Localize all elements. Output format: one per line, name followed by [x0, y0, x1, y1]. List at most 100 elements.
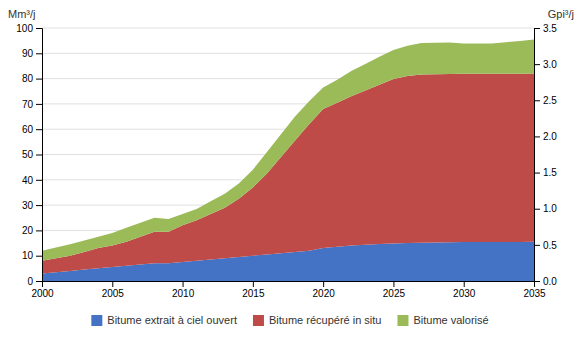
tick-label: 1.5 [543, 167, 557, 178]
tick: 2.0 [534, 131, 557, 142]
tick: 0.5 [534, 240, 557, 251]
axis-line [535, 29, 541, 282]
tick-label: 100 [16, 23, 33, 34]
legend-item: Bitume extrait à ciel ouvert [91, 314, 237, 326]
tick-label: 10 [22, 250, 34, 261]
tick-label: 50 [22, 149, 34, 160]
axis-line [43, 282, 535, 288]
tick-mark [36, 79, 42, 80]
tick-mark [323, 281, 324, 287]
tick: 3.5 [534, 23, 557, 34]
legend-item: Bitume valorisé [397, 314, 488, 326]
tick: 2010 [172, 281, 195, 299]
tick: 60 [22, 124, 42, 135]
tick-label: 2015 [242, 288, 265, 299]
tick: 100 [16, 23, 42, 34]
tick-mark [534, 173, 540, 174]
x-axis: 2000 2005 2010 2015 2020 2025 2030 2035 [31, 281, 546, 299]
legend: Bitume extrait à ciel ouvert Bitume récup… [91, 314, 488, 326]
tick: 80 [22, 73, 42, 84]
tick: 3.0 [534, 59, 557, 70]
tick-label: 2005 [102, 288, 125, 299]
tick-mark [253, 281, 254, 287]
tick-mark [534, 100, 540, 101]
tick: 50 [22, 149, 42, 160]
tick-mark [534, 281, 540, 282]
tick: 0.0 [534, 276, 557, 287]
tick-label: 80 [22, 73, 34, 84]
tick-mark [464, 281, 465, 287]
tick-mark [534, 136, 540, 137]
tick-label: 0.0 [543, 276, 557, 287]
tick-label: 20 [22, 225, 34, 236]
tick-mark [534, 28, 540, 29]
areas [42, 39, 534, 281]
tick-label: 90 [22, 48, 34, 59]
legend-label: Bitume récupéré in situ [269, 314, 382, 326]
tick: 2.5 [534, 95, 557, 106]
tick-mark [112, 281, 113, 287]
tick-label: 2035 [523, 288, 546, 299]
tick: 2015 [242, 281, 265, 299]
tick-mark [36, 180, 42, 181]
legend-item: Bitume récupéré in situ [253, 314, 382, 326]
y2-axis: 0.0 0.5 1.0 1.5 2.0 2.5 3.0 3.5 [534, 23, 557, 287]
tick: 70 [22, 99, 42, 110]
tick-label: 2030 [453, 288, 476, 299]
grid-line [42, 28, 534, 29]
tick-mark [36, 155, 42, 156]
tick-mark [534, 64, 540, 65]
tick: 90 [22, 48, 42, 59]
grid [42, 28, 534, 281]
tick-label: 2020 [313, 288, 336, 299]
tick-label: 40 [22, 175, 34, 186]
tick: 20 [22, 225, 42, 236]
tick-mark [36, 104, 42, 105]
tick: 0 [27, 276, 42, 287]
tick: 2025 [383, 281, 406, 299]
y-axis: 0 10 20 30 40 50 60 70 80 90 100 [16, 23, 42, 287]
tick-mark [36, 28, 42, 29]
tick: 2020 [313, 281, 336, 299]
tick-label: 3.5 [543, 23, 557, 34]
legend-label: Bitume extrait à ciel ouvert [107, 314, 237, 326]
tick-mark [36, 256, 42, 257]
axis-line [36, 29, 43, 282]
tick-mark [36, 129, 42, 130]
tick-label: 0 [27, 276, 33, 287]
tick: 2030 [453, 281, 476, 299]
tick-mark [534, 245, 540, 246]
tick: 10 [22, 250, 42, 261]
chart-container: 2000200520102015202020252030203501020304… [0, 0, 580, 337]
y2-axis-label: Gpi³/j [548, 8, 574, 20]
tick-mark [36, 281, 42, 282]
tick-label: 60 [22, 124, 34, 135]
tick-label: 2025 [383, 288, 406, 299]
tick-label: 3.0 [543, 59, 557, 70]
legend-swatch [397, 315, 408, 326]
tick: 1.0 [534, 203, 557, 214]
tick: 1.5 [534, 167, 557, 178]
tick: 2005 [102, 281, 125, 299]
tick-mark [36, 53, 42, 54]
legend-swatch [91, 315, 102, 326]
tick-label: 2010 [172, 288, 195, 299]
tick-mark [534, 209, 540, 210]
tick: 30 [22, 200, 42, 211]
tick: 2000 [31, 281, 54, 299]
tick-mark [393, 281, 394, 287]
y-axis-label: Mm³/j [8, 8, 36, 20]
legend-label: Bitume valorisé [413, 314, 488, 326]
tick-label: 70 [22, 99, 34, 110]
tick-label: 0.5 [543, 240, 557, 251]
tick-mark [36, 230, 42, 231]
tick-label: 2000 [31, 288, 54, 299]
tick-label: 2.5 [543, 95, 557, 106]
tick-label: 2.0 [543, 131, 557, 142]
area [42, 39, 534, 260]
legend-swatch [253, 315, 264, 326]
tick-label: 30 [22, 200, 34, 211]
tick: 40 [22, 175, 42, 186]
chart: 2000200520102015202020252030203501020304… [0, 0, 580, 337]
tick-mark [183, 281, 184, 287]
